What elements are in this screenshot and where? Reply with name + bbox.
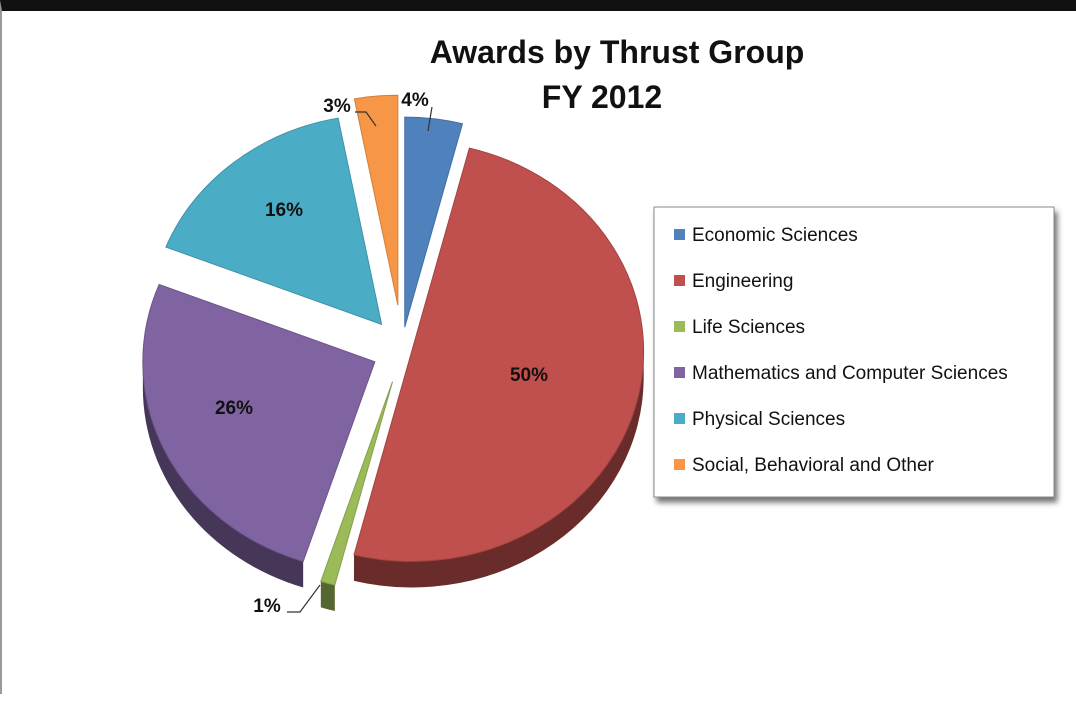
legend-label-life-sciences: Life Sciences bbox=[692, 317, 805, 338]
slice-labels: 4% 50% 1% 26% 16% 3% bbox=[215, 90, 548, 617]
pie-slice-engineering bbox=[353, 147, 645, 562]
legend-swatch-physical-sciences bbox=[674, 413, 685, 424]
leader-line-economic-sciences bbox=[427, 106, 433, 132]
pie-chart: Awards by Thrust Group FY 2012 4% 50% 1% 26… bbox=[142, 34, 1055, 617]
legend: Economic Sciences Engineering Life Science… bbox=[653, 206, 1055, 498]
pie-slice-mathematics-and-computer-sciences bbox=[142, 283, 376, 563]
leader-line-life-sciences bbox=[287, 584, 321, 613]
legend-swatch-life-sciences bbox=[674, 321, 685, 332]
slice-label-social-behavioral-and-other: 3% bbox=[323, 96, 351, 117]
legend-swatch-mathematics-and-computer-sciences bbox=[674, 367, 685, 378]
slice-label-economic-sciences: 4% bbox=[401, 90, 429, 111]
chart-title: Awards by Thrust Group bbox=[430, 34, 805, 70]
legend-label-mathematics-and-computer-sciences: Mathematics and Computer Sciences bbox=[692, 363, 1008, 384]
pie-slices bbox=[142, 94, 645, 612]
chart-subtitle: FY 2012 bbox=[542, 79, 662, 115]
leader-line-social-behavioral-and-other bbox=[355, 111, 377, 127]
legend-label-social-behavioral-and-other: Social, Behavioral and Other bbox=[692, 455, 935, 476]
pie-slice-economic-sciences bbox=[404, 116, 464, 328]
pie-slice-side-engineering bbox=[353, 351, 644, 588]
slice-label-physical-sciences: 16% bbox=[265, 200, 303, 221]
slice-label-mathematics-and-computer-sciences: 26% bbox=[215, 398, 253, 419]
slice-label-engineering: 50% bbox=[510, 365, 548, 386]
legend-swatch-engineering bbox=[674, 275, 685, 286]
legend-label-economic-sciences: Economic Sciences bbox=[692, 225, 858, 246]
legend-label-engineering: Engineering bbox=[692, 271, 793, 292]
pie-slice-physical-sciences bbox=[165, 117, 383, 326]
legend-label-physical-sciences: Physical Sciences bbox=[692, 409, 845, 430]
pie-slice-life-sciences bbox=[320, 381, 393, 586]
pie-slice-side-mathematics-and-computer-sciences bbox=[142, 361, 304, 588]
pie-slice-side-life-sciences bbox=[320, 581, 335, 612]
slice-label-life-sciences: 1% bbox=[253, 596, 281, 617]
pie-slice-social-behavioral-and-other bbox=[353, 94, 399, 306]
legend-swatch-economic-sciences bbox=[674, 229, 685, 240]
legend-box bbox=[653, 206, 1055, 498]
legend-swatch-social-behavioral-and-other bbox=[674, 459, 685, 470]
